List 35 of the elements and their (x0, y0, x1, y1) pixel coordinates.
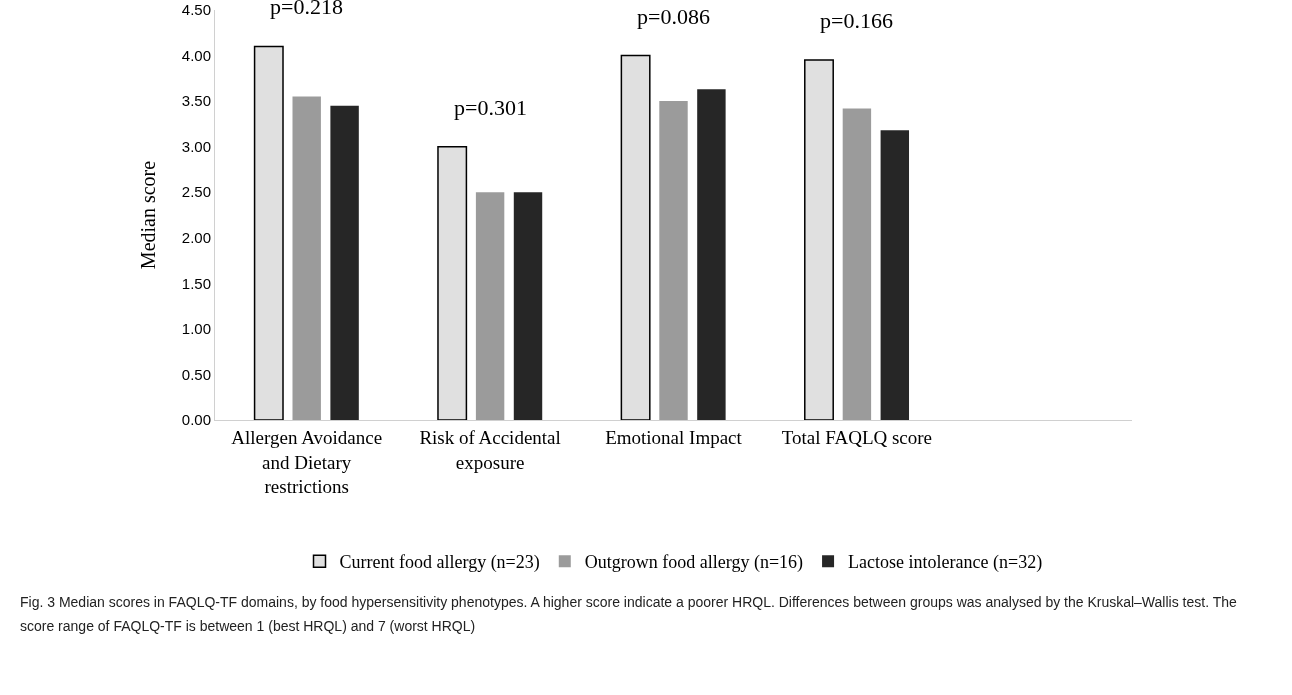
bar (292, 96, 321, 420)
bar (804, 59, 834, 420)
bar (880, 130, 910, 420)
bar (513, 192, 543, 420)
bar (697, 89, 726, 420)
annotation: p=0.166 (820, 8, 893, 33)
y-tick-label: 3.50 (181, 92, 211, 110)
caption: Fig. 3 Median scores in FAQLQ-TF domains, by food hypersensitivity phenotypes. A higher score indicate a poorer HRQL. Differences between groups was analysed by the Kruskal–Wallis test. The score range of FAQLQ-TF is between 1 (best HRQL) and 7 (worst HRQL) (20, 593, 1238, 636)
legend-label: Outgrown food allergy (n=16) (584, 552, 804, 574)
y-tick-label: 1.00 (181, 320, 211, 338)
bar (253, 45, 284, 420)
annotation: p=0.086 (637, 4, 710, 29)
y-tick-label: 2.00 (181, 229, 211, 247)
y-tick-label: 0.00 (181, 411, 211, 429)
y-tick-label: 1.50 (181, 274, 211, 292)
x-tick-label: Total FAQLQ score (781, 426, 933, 448)
bar (475, 192, 505, 420)
bar (437, 145, 468, 420)
y-tick-label: 0.50 (181, 365, 211, 383)
legend-label: Current food allergy (n=23) (339, 552, 540, 574)
x-tick-label: Emotional Impact (605, 426, 743, 448)
y-tick-label: 4.50 (181, 1, 211, 19)
y-tick-label: 2.50 (181, 183, 211, 201)
x-tick-label: Allergen Avoidance and Dietary restrictions (231, 426, 383, 498)
bar (842, 108, 872, 420)
y-tick-label: 3.00 (181, 137, 211, 155)
annotation: p=0.218 (270, 0, 343, 19)
bar (620, 54, 651, 420)
y-tick-label: 4.00 (181, 46, 211, 64)
annotation: p=0.301 (454, 95, 527, 120)
legend-label: Lactose intolerance (n=32) (848, 552, 1043, 574)
x-tick-label: Risk of Accidental exposure (419, 426, 561, 473)
bar (659, 101, 688, 420)
y-axis-title: Median score (137, 160, 160, 270)
bar (330, 105, 359, 420)
